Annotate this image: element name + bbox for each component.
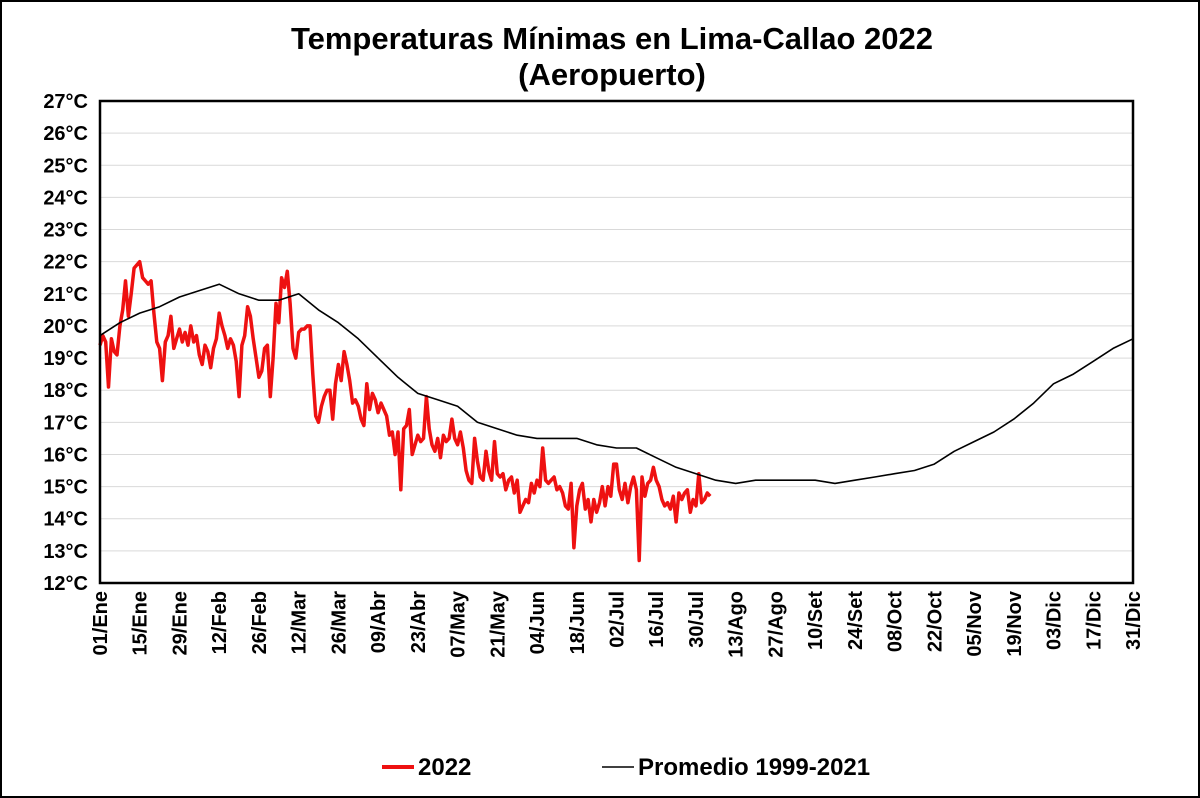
y-axis-ticks: 12°C 13°C 14°C 15°C 16°C 17°C 18°C 19°C 20°C 21°C…	[43, 91, 88, 595]
legend-label-1: Promedio 1999-2021	[638, 754, 870, 781]
x-tick-label: 29/Ene	[169, 591, 191, 655]
x-tick-label: 31/Dic	[1123, 591, 1145, 650]
y-tick-label: 19°C	[43, 348, 88, 370]
x-tick-label: 12/Feb	[209, 591, 231, 654]
x-tick-label: 13/Ago	[726, 591, 748, 658]
x-tick-label: 19/Nov	[1004, 590, 1026, 656]
x-tick-label: 23/Abr	[408, 591, 430, 653]
x-tick-label: 26/Feb	[249, 591, 271, 654]
y-tick-label: 24°C	[43, 187, 88, 209]
series-lines	[98, 259, 1134, 563]
chart-subtitle: (Aeropuerto)	[518, 57, 706, 92]
x-axis-ticks: 01/Ene 15/Ene 29/Ene 12/Feb 26/Feb 12/Mar 26/M…	[90, 590, 1145, 658]
y-tick-label: 27°C	[43, 91, 88, 113]
x-tick-label: 18/Jun	[567, 591, 589, 654]
y-tick-label: 23°C	[43, 220, 88, 242]
x-tick-label: 15/Ene	[130, 591, 152, 655]
x-tick-label: 22/Oct	[924, 591, 946, 652]
y-tick-label: 15°C	[43, 477, 88, 499]
y-tick-label: 17°C	[43, 412, 88, 434]
x-tick-label: 16/Jul	[646, 591, 668, 648]
y-tick-label: 26°C	[43, 123, 88, 145]
legend-label-0: 2022	[418, 754, 471, 781]
x-tick-label: 30/Jul	[686, 591, 708, 648]
x-tick-label: 09/Abr	[368, 591, 390, 653]
x-tick-label: 07/May	[448, 590, 470, 658]
x-tick-label: 08/Oct	[885, 591, 907, 652]
x-tick-label: 10/Set	[805, 591, 827, 650]
y-tick-label: 18°C	[43, 380, 88, 402]
y-tick-label: 16°C	[43, 444, 88, 466]
x-tick-label: 01/Ene	[90, 591, 112, 655]
x-tick-label: 21/May	[487, 590, 509, 658]
x-tick-label: 05/Nov	[964, 590, 986, 656]
series-line-0	[98, 259, 712, 563]
x-tick-label: 26/Mar	[328, 591, 350, 655]
x-tick-label: 02/Jul	[607, 591, 629, 648]
y-tick-label: 21°C	[43, 284, 88, 306]
x-tick-label: 12/Mar	[289, 591, 311, 655]
x-tick-label: 27/Ago	[765, 591, 787, 658]
y-tick-label: 12°C	[43, 573, 88, 595]
y-tick-label: 20°C	[43, 316, 88, 338]
legend: 2022 Promedio 1999-2021	[382, 754, 870, 781]
x-tick-label: 04/Jun	[527, 591, 549, 654]
y-tick-label: 14°C	[43, 509, 88, 531]
y-tick-label: 13°C	[43, 541, 88, 563]
y-tick-label: 25°C	[43, 155, 88, 177]
y-tick-label: 22°C	[43, 252, 88, 274]
chart-title: Temperaturas Mínimas en Lima-Callao 2022	[291, 21, 933, 56]
x-tick-label: 17/Dic	[1083, 591, 1105, 650]
plot-area	[98, 99, 1135, 585]
series-line-1	[99, 283, 1134, 485]
x-tick-label: 24/Set	[845, 591, 867, 650]
x-tick-label: 03/Dic	[1044, 591, 1066, 650]
